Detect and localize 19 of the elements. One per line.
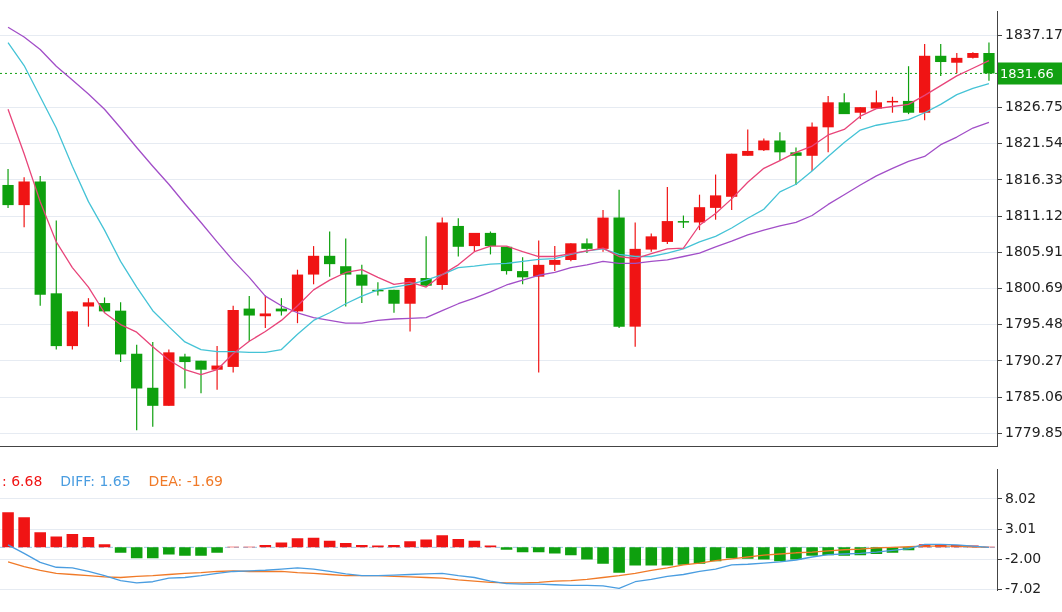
- y-tick-label: 1800.69: [1005, 279, 1062, 296]
- y-tick-label: 1795.48: [1005, 315, 1062, 332]
- y-tick-label: 1821.54: [1005, 134, 1062, 151]
- y-tick-label: 1837.17: [1005, 25, 1062, 42]
- ref-line-label: 1831.66: [1000, 65, 1054, 81]
- y-tick-label: 1785.06: [1005, 387, 1062, 404]
- y-tick-label: 3.01: [1005, 519, 1037, 536]
- y-tick-label: -2.00: [1005, 550, 1042, 567]
- y-tick-label: 1826.75: [1005, 98, 1062, 115]
- y-tick-label: -7.02: [1005, 580, 1042, 597]
- y-tick-label: 1790.27: [1005, 351, 1062, 368]
- y-tick-label: 8.02: [1005, 489, 1037, 506]
- text: DEA: -1.69: [148, 473, 223, 490]
- y-tick-label: 1811.12: [1005, 206, 1062, 223]
- y-tick-label: 1805.91: [1005, 242, 1062, 259]
- y-tick-label: 1779.85: [1005, 423, 1062, 440]
- series-label: : 6.68: [2, 473, 43, 490]
- text: DIFF: 1.65: [60, 473, 131, 490]
- y-tick-label: 1816.33: [1005, 170, 1062, 187]
